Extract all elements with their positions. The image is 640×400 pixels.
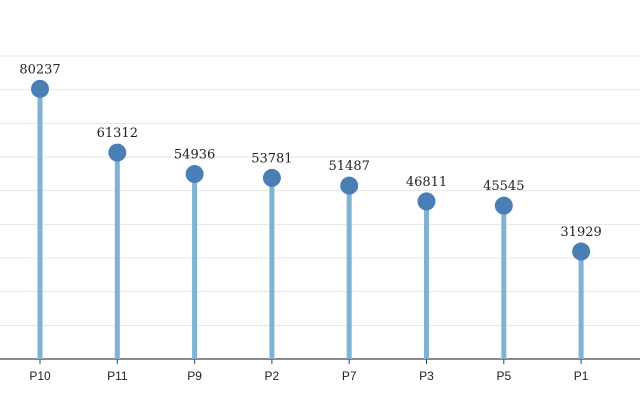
value-label: 46811 (406, 175, 447, 190)
value-label: 80237 (19, 62, 60, 77)
x-tick-label: P9 (187, 369, 202, 383)
x-tick-label: P2 (265, 369, 280, 383)
value-label: 54936 (174, 148, 215, 163)
value-label: 45545 (483, 179, 524, 194)
value-label: 31929 (560, 225, 601, 240)
dot (417, 192, 436, 211)
dot (31, 79, 49, 98)
x-tick-label: P11 (107, 369, 128, 383)
dot (340, 176, 359, 195)
dot (494, 196, 513, 215)
x-tick-label: P3 (419, 369, 434, 383)
x-tick-label: P5 (496, 369, 511, 383)
dot (108, 143, 127, 162)
x-tick-label: P1 (574, 369, 589, 383)
x-tick-label: P10 (29, 369, 51, 383)
dot (262, 168, 281, 187)
value-label: 53781 (251, 151, 292, 166)
value-label: 51487 (329, 159, 370, 174)
x-tick-label: P7 (342, 369, 357, 383)
value-label: 61312 (97, 126, 138, 141)
dot (185, 165, 204, 184)
dot (572, 242, 591, 261)
